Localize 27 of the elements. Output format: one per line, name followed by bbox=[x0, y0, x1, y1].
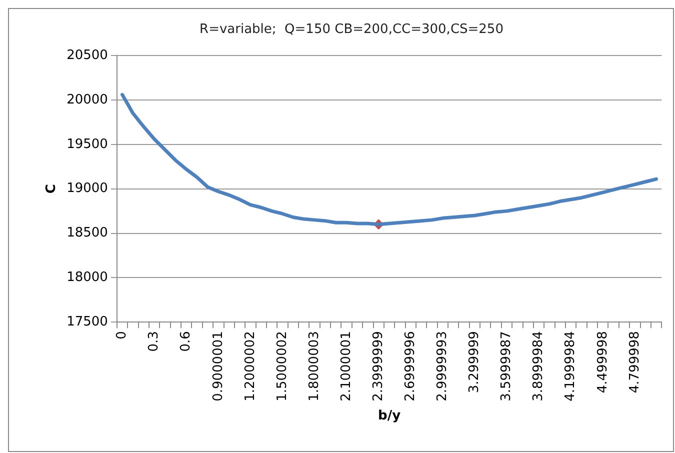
x-tick-label: 1.8000003 bbox=[306, 331, 322, 402]
x-tick-label: 0.3 bbox=[146, 331, 162, 352]
x-tick-label: 0 bbox=[114, 331, 130, 340]
x-tick-label: 4.499998 bbox=[595, 331, 610, 394]
y-tick-label: 18500 bbox=[66, 226, 108, 241]
x-axis-title: b/y bbox=[378, 408, 402, 424]
chart-title: R=variable; Q=150 CB=200,CC=300,CS=250 bbox=[200, 22, 504, 38]
x-tick-label: 4.1999984 bbox=[563, 331, 578, 402]
x-tick-label: 2.6999996 bbox=[403, 331, 418, 402]
x-tick-label: 2.3999999 bbox=[370, 331, 386, 402]
x-tick-label: 1.2000002 bbox=[242, 331, 258, 402]
x-tick-label: 3.8999984 bbox=[531, 331, 546, 402]
x-tick-label: 2.1000001 bbox=[338, 331, 354, 402]
x-tick-label: 0.6 bbox=[178, 331, 194, 352]
y-tick-label: 19000 bbox=[66, 181, 108, 196]
y-axis-title: C bbox=[44, 184, 60, 194]
y-tick-label: 19500 bbox=[66, 136, 108, 152]
x-tick-label: 3.5999987 bbox=[499, 331, 514, 402]
x-tick-label: 4.799998 bbox=[627, 331, 642, 394]
x-tick-label: 2.9999993 bbox=[435, 331, 450, 402]
x-tick-label: 1.5000002 bbox=[274, 331, 290, 402]
y-tick-label: 20000 bbox=[66, 92, 108, 108]
x-tick-label: 3.299999 bbox=[467, 331, 482, 394]
y-tick-label: 18000 bbox=[66, 270, 108, 286]
y-tick-label: 20500 bbox=[66, 48, 108, 63]
y-tick-label: 17500 bbox=[66, 314, 108, 330]
x-tick-label: 0.9000001 bbox=[210, 331, 226, 402]
